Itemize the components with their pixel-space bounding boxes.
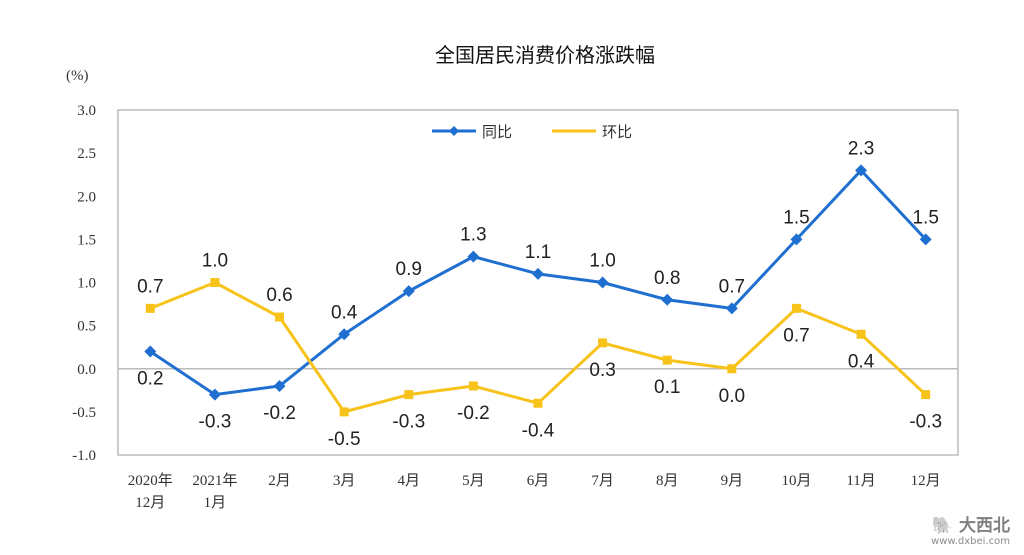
data-point <box>919 233 932 246</box>
legend-marker-diamond-icon <box>449 126 459 136</box>
y-tick-label: -1.0 <box>72 448 96 464</box>
y-tick-label: 1.5 <box>77 232 96 248</box>
data-label: -0.3 <box>909 412 942 433</box>
data-label: 0.4 <box>848 351 875 372</box>
x-tick-label: 12月 <box>135 495 165 511</box>
y-tick-label: 2.5 <box>77 146 96 162</box>
series-line-0 <box>149 168 927 397</box>
data-point <box>275 312 285 322</box>
data-label: 0.3 <box>589 360 615 381</box>
data-label: -0.5 <box>328 429 361 450</box>
data-point <box>598 338 608 348</box>
data-label: 0.8 <box>654 268 680 289</box>
data-label: 0.9 <box>396 259 422 280</box>
x-tick-label: 11月 <box>846 473 875 489</box>
data-point <box>532 267 544 280</box>
data-label: 0.7 <box>783 325 809 346</box>
data-point <box>921 390 931 400</box>
y-tick-label: 3.0 <box>77 103 96 119</box>
y-tick-label: 1.0 <box>77 276 96 292</box>
legend-label-yoy: 同比 <box>482 123 512 141</box>
x-tick-label: 2020年 <box>128 472 173 489</box>
watermark-logo: 🐘 大西北 www.dxbei.com <box>931 516 1010 547</box>
data-label: 1.5 <box>912 207 938 228</box>
data-point <box>596 276 609 289</box>
x-tick-label: 10月 <box>781 473 811 489</box>
y-tick-label: 0.0 <box>77 362 96 378</box>
data-label: 0.4 <box>331 302 358 323</box>
data-point <box>273 380 286 392</box>
data-point <box>402 285 415 298</box>
data-point <box>791 303 801 313</box>
x-tick-label: 6月 <box>527 473 550 489</box>
data-point <box>339 407 349 417</box>
plot-area <box>117 109 959 456</box>
legend: 同比 环比 <box>432 123 632 141</box>
data-label: -0.2 <box>457 403 490 424</box>
x-tick-label: 1月 <box>204 495 227 511</box>
data-point <box>727 364 737 374</box>
data-point <box>468 381 478 391</box>
x-tick-label: 4月 <box>398 473 421 489</box>
data-label: 1.0 <box>589 251 615 272</box>
x-tick-label: 2月 <box>268 473 291 489</box>
data-point <box>533 398 543 408</box>
y-tick-label: -0.5 <box>72 405 96 421</box>
data-label: 0.0 <box>719 386 745 407</box>
data-label: 1.1 <box>525 242 551 263</box>
data-point <box>856 329 866 339</box>
data-label: 0.7 <box>137 276 163 297</box>
data-label: -0.3 <box>392 412 425 433</box>
chart-title: 全国居民消费价格涨跌幅 <box>435 43 655 67</box>
data-point <box>725 302 738 315</box>
data-label: 0.6 <box>266 285 292 306</box>
data-point <box>661 293 674 306</box>
data-label: -0.4 <box>522 420 555 441</box>
data-label: 0.1 <box>654 377 680 398</box>
y-tick-label: 0.5 <box>77 319 96 335</box>
x-tick-label: 2021年 <box>192 472 237 489</box>
x-tick-label: 8月 <box>656 473 679 489</box>
data-label: 0.2 <box>137 369 163 390</box>
x-tick-label: 9月 <box>721 473 744 489</box>
x-tick-label: 7月 <box>591 473 614 489</box>
x-tick-label: 5月 <box>462 473 485 489</box>
data-point <box>467 250 480 263</box>
x-tick-label: 3月 <box>333 473 356 489</box>
data-point <box>144 345 157 358</box>
data-point <box>210 278 220 287</box>
data-point <box>790 233 803 246</box>
data-label: -0.3 <box>199 412 232 433</box>
data-label: 1.3 <box>460 225 486 246</box>
data-label: 1.0 <box>202 251 228 272</box>
y-axis-unit: (%) <box>66 68 89 84</box>
y-tick-label: 2.0 <box>77 189 96 205</box>
data-label: 1.5 <box>783 207 809 228</box>
data-label: 2.3 <box>848 138 874 159</box>
legend-label-mom: 环比 <box>602 123 632 141</box>
data-point <box>662 355 672 365</box>
data-point <box>404 390 414 400</box>
data-point <box>145 303 155 313</box>
x-tick-label: 12月 <box>911 473 941 489</box>
data-point <box>338 328 351 341</box>
data-label: 0.7 <box>719 276 745 297</box>
data-point <box>208 388 221 401</box>
data-label: -0.2 <box>263 403 296 424</box>
data-point <box>855 164 868 177</box>
